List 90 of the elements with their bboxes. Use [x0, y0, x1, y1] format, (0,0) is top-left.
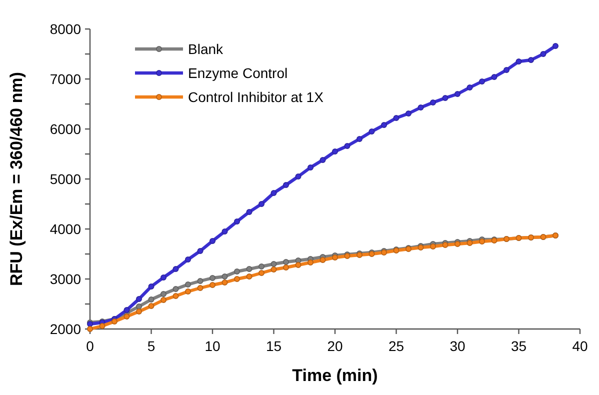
point — [320, 157, 326, 163]
x-tick-label: 15 — [266, 338, 282, 354]
point — [234, 276, 240, 282]
point — [222, 228, 228, 234]
point — [516, 58, 522, 64]
point — [210, 238, 216, 244]
y-tick-label: 5000 — [50, 170, 82, 187]
point — [406, 110, 412, 116]
point — [528, 57, 534, 63]
point — [344, 143, 350, 149]
point — [270, 261, 277, 267]
point — [197, 248, 204, 254]
point — [148, 296, 154, 302]
point — [246, 274, 252, 280]
legend-label: Enzyme Control — [188, 64, 288, 81]
point — [418, 104, 424, 110]
point — [491, 74, 498, 80]
point — [356, 136, 362, 142]
point — [148, 284, 154, 290]
point — [442, 95, 448, 101]
point — [308, 164, 314, 170]
y-tick-label: 7000 — [50, 70, 82, 87]
x-tick-label: 0 — [86, 338, 94, 354]
point — [172, 266, 179, 272]
point — [540, 51, 546, 57]
point — [454, 91, 460, 97]
point — [185, 282, 191, 288]
point — [197, 285, 204, 291]
point — [479, 78, 485, 84]
point — [552, 43, 558, 49]
point — [99, 323, 106, 329]
point — [234, 268, 240, 274]
point — [222, 274, 228, 280]
point — [210, 282, 216, 288]
x-tick-label: 25 — [388, 338, 404, 354]
point — [185, 288, 191, 294]
point — [332, 148, 338, 154]
point — [283, 182, 289, 188]
point — [320, 257, 326, 263]
point — [258, 270, 264, 276]
point — [283, 264, 289, 270]
point — [270, 266, 277, 272]
x-tick-label: 5 — [147, 338, 156, 354]
point — [270, 190, 277, 196]
point — [148, 303, 154, 309]
point — [185, 256, 191, 262]
x-tick-label: 40 — [572, 338, 588, 354]
point — [504, 67, 510, 73]
point — [308, 260, 314, 266]
point — [197, 278, 204, 284]
point — [172, 293, 179, 299]
y-tick-label: 8000 — [50, 20, 82, 37]
point — [393, 115, 400, 121]
x-axis-title: Time (min) — [292, 366, 378, 385]
y-axis-title: RFU (Ex/Em = 360/460 nm) — [7, 72, 26, 286]
y-tick-label: 2000 — [50, 320, 82, 337]
point — [160, 274, 166, 280]
y-tick-label: 4000 — [50, 220, 82, 237]
point — [466, 84, 473, 90]
point — [172, 286, 179, 292]
legend-label: Control Inhibitor at 1X — [188, 88, 324, 105]
point — [112, 318, 118, 324]
point — [210, 275, 216, 281]
x-tick-label: 30 — [450, 338, 466, 354]
point — [430, 244, 436, 250]
point — [258, 201, 264, 207]
point — [283, 259, 289, 265]
x-tick-label: 20 — [327, 338, 343, 354]
point — [136, 296, 142, 302]
point — [136, 308, 142, 314]
point — [160, 297, 166, 303]
point — [368, 128, 375, 134]
point — [258, 264, 264, 270]
point — [430, 100, 436, 106]
point — [295, 174, 302, 180]
legend-label: Blank — [188, 40, 224, 57]
point — [222, 280, 228, 286]
point — [124, 314, 130, 320]
point — [295, 262, 302, 268]
x-tick-label: 35 — [510, 338, 527, 354]
point — [160, 291, 166, 297]
point — [381, 122, 387, 128]
point — [124, 307, 130, 313]
x-tick-label: 10 — [204, 338, 220, 354]
point — [234, 218, 240, 224]
point — [246, 209, 252, 215]
y-tick-label: 6000 — [50, 120, 82, 137]
point — [246, 266, 252, 272]
y-tick-label: 3000 — [50, 270, 82, 287]
point — [136, 304, 142, 310]
